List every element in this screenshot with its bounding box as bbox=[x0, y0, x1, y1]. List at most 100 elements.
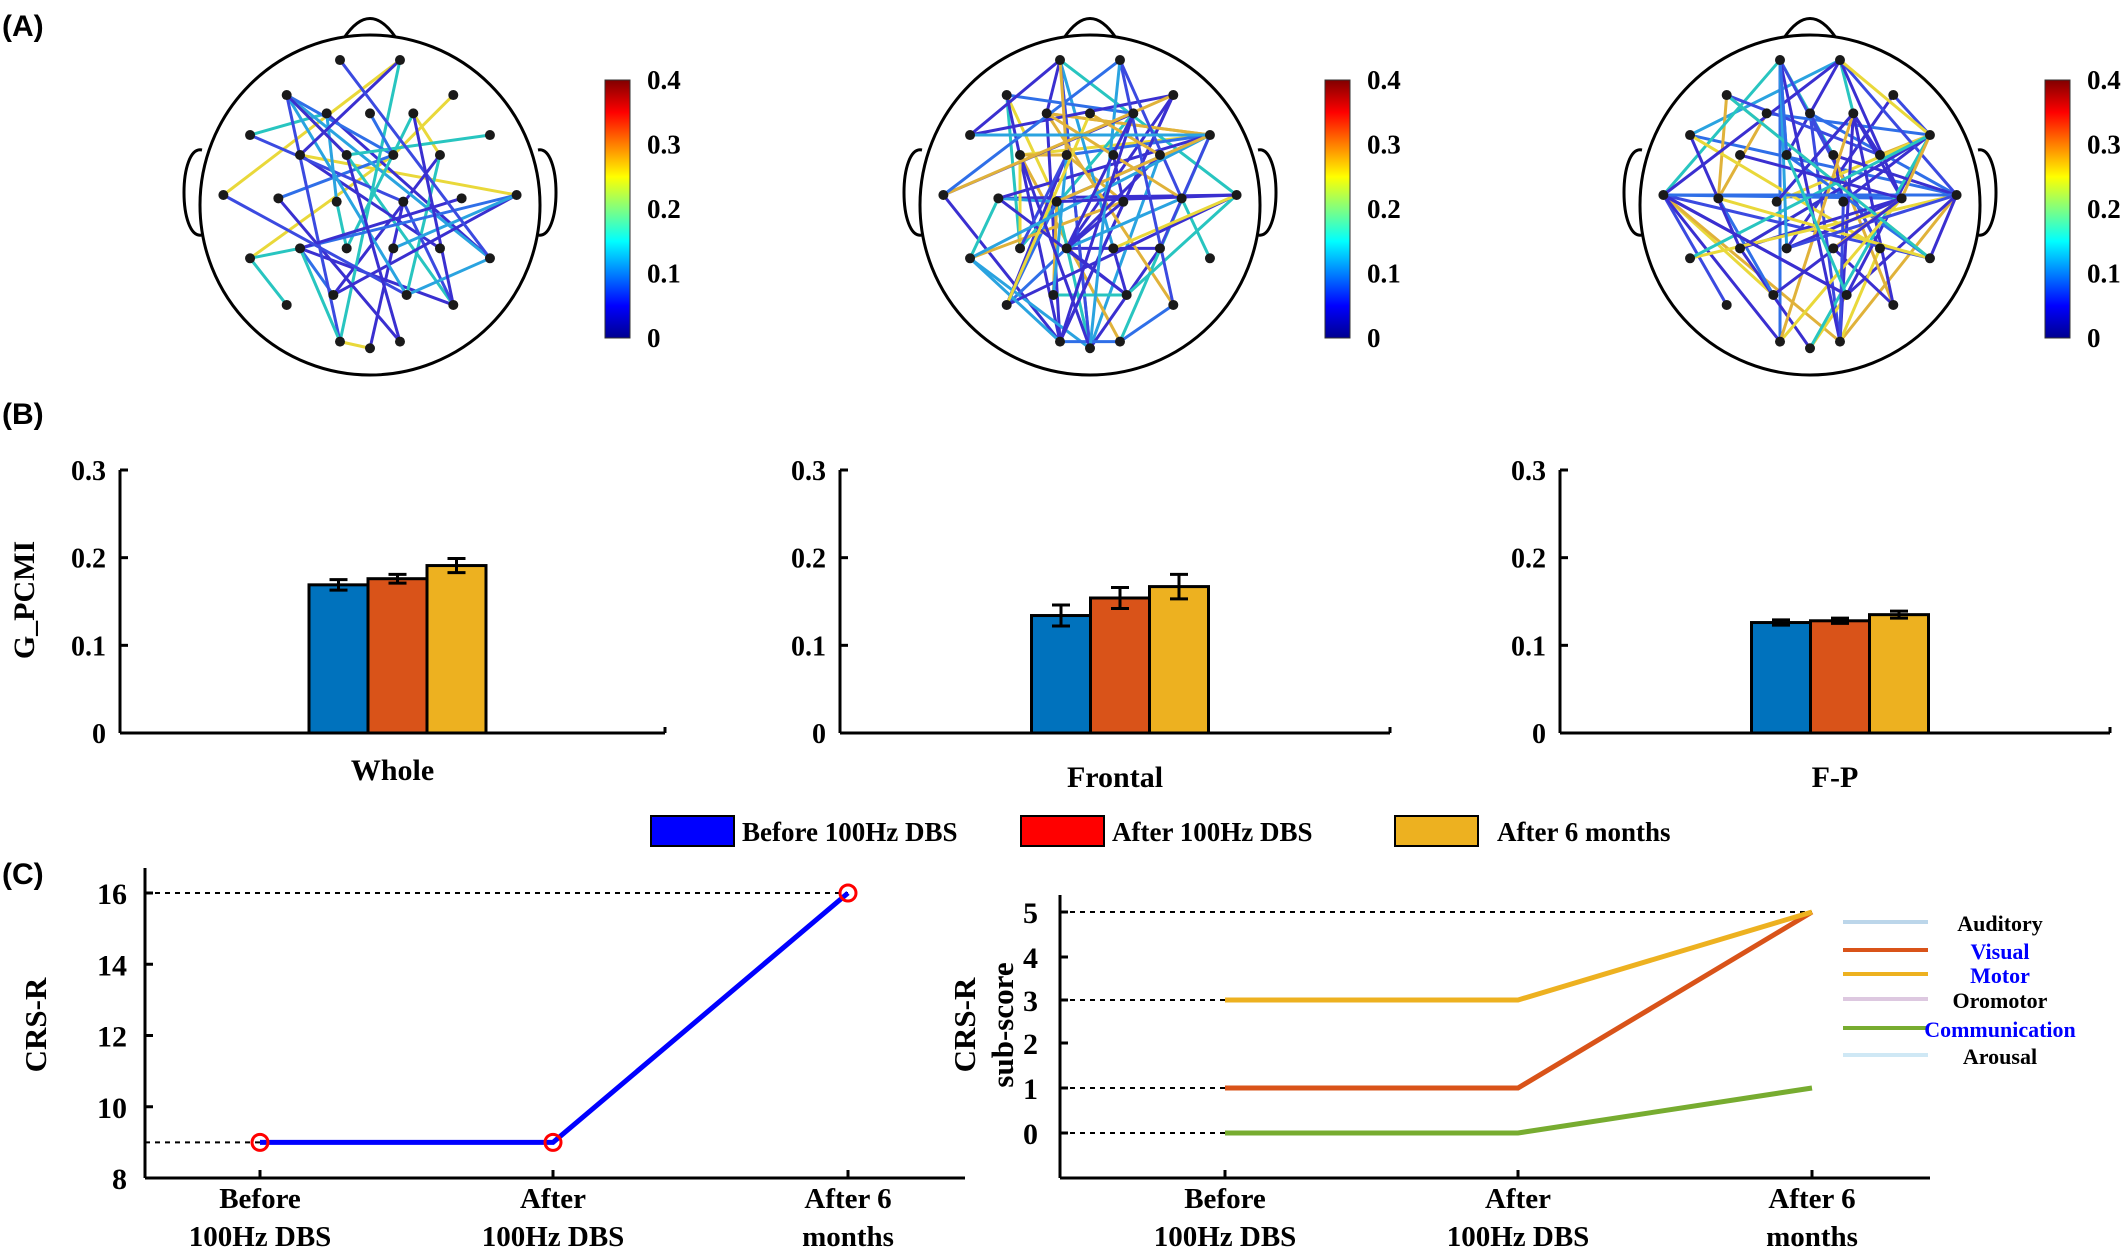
connectivity-edge bbox=[1852, 112, 1882, 156]
x-tick-label: After bbox=[1485, 1183, 1551, 1215]
electrode-dot bbox=[434, 150, 445, 161]
electrode-dot bbox=[1896, 193, 1907, 204]
electrode-dot bbox=[1001, 299, 1012, 310]
colorbar-tick-label: 0 bbox=[1367, 323, 1381, 353]
connectivity-edge bbox=[1662, 194, 1782, 343]
electrode-dot bbox=[1658, 190, 1669, 201]
connectivity-edge bbox=[1689, 133, 1931, 260]
electrode-dot bbox=[335, 55, 346, 66]
electrode-dot bbox=[1041, 108, 1052, 119]
bar-1 bbox=[1809, 619, 1871, 735]
connectivity-edge bbox=[1005, 94, 1022, 249]
y-tick-label: 0.3 bbox=[1511, 456, 1546, 487]
colorbar-tick-label: 0.1 bbox=[647, 259, 681, 289]
connectivity-edge bbox=[1006, 193, 1238, 307]
connectivity-edge bbox=[249, 246, 301, 260]
left-ear-shape bbox=[902, 148, 923, 237]
bar-charts: 00.10.20.3Whole00.10.20.3Frontal00.10.20… bbox=[8, 456, 2112, 794]
connectivity-edge bbox=[1180, 197, 1212, 259]
connectivity-edge bbox=[248, 257, 288, 306]
x-tick-label: After bbox=[520, 1183, 586, 1215]
connectivity-edge bbox=[1118, 59, 1175, 306]
electrode-dot bbox=[273, 193, 284, 204]
connectivity-edge bbox=[1832, 153, 1958, 197]
electrode-dot bbox=[1061, 150, 1072, 161]
y-tick-label: 0.2 bbox=[1511, 544, 1546, 575]
electrode-dot bbox=[1828, 243, 1839, 254]
y-tick-label: 0.1 bbox=[71, 631, 106, 662]
connectivity-edge bbox=[339, 340, 371, 350]
connectivity-edge bbox=[998, 196, 1057, 204]
connectivity-edge bbox=[1111, 247, 1129, 296]
colorbar-tick-label: 0 bbox=[2087, 323, 2101, 353]
electrode-dot bbox=[1685, 130, 1696, 141]
head-outline bbox=[918, 33, 1262, 377]
connectivity-edge bbox=[299, 196, 463, 250]
electrode-dot bbox=[365, 108, 375, 119]
connectivity-edge bbox=[1018, 154, 1069, 249]
left-ear-shape bbox=[1622, 148, 1643, 237]
panel-label-a: (A) bbox=[2, 10, 44, 43]
connectivity-edge bbox=[1786, 196, 1903, 250]
electrode-dot bbox=[1204, 253, 1215, 264]
electrode-dot bbox=[245, 253, 256, 264]
colorbar-tick-label: 0.3 bbox=[647, 130, 681, 160]
x-tick-label: 100Hz DBS bbox=[1154, 1221, 1297, 1253]
colorbar-tick-label: 0.2 bbox=[2087, 194, 2121, 224]
bar-0 bbox=[1750, 621, 1812, 735]
y-tick-label: 0.3 bbox=[791, 456, 826, 487]
legend-label-visual: Visual bbox=[1970, 939, 2029, 964]
electrode-dot bbox=[1055, 336, 1066, 347]
connectivity-edge bbox=[1005, 112, 1092, 306]
connectivity-edge bbox=[1065, 94, 1175, 250]
right-ear-shape bbox=[1977, 148, 1998, 237]
colorbar-gradient bbox=[1324, 79, 1351, 339]
electrode-dot bbox=[1168, 299, 1179, 310]
connectivity-edge bbox=[1058, 59, 1069, 156]
connectivity-edge bbox=[1739, 153, 1903, 200]
electrode-dot bbox=[388, 150, 399, 161]
connectivity-edge bbox=[285, 94, 408, 296]
left-ear-shape bbox=[182, 148, 203, 237]
bar-chart-whole: 0 0.1 0.2 0.3 Whole bbox=[71, 456, 667, 787]
electrode-dot bbox=[321, 108, 332, 119]
colorbar-tick-label: 0.4 bbox=[1367, 65, 1401, 95]
y-tick-label: 10 bbox=[97, 1092, 127, 1125]
bar-2 bbox=[425, 564, 488, 735]
connectivity-edge bbox=[1725, 93, 1931, 260]
electrode-dot bbox=[218, 190, 229, 201]
connectivity-edge bbox=[346, 133, 491, 157]
electrode-dot bbox=[1735, 243, 1746, 254]
crs-r-marker bbox=[543, 1132, 563, 1152]
connectivity-edge bbox=[392, 193, 518, 250]
electrode-dot bbox=[1015, 243, 1026, 254]
connectivity-edge bbox=[969, 133, 1211, 260]
electrode-dot bbox=[1841, 289, 1852, 300]
colorbar-gradient bbox=[604, 79, 631, 339]
electrode-dot bbox=[1874, 243, 1885, 254]
connectivity-edge bbox=[285, 93, 395, 157]
connectivity-edge bbox=[968, 197, 1000, 259]
y-tick-label: 0.1 bbox=[1511, 631, 1546, 662]
electrode-dot bbox=[484, 253, 495, 264]
connectivity-edge bbox=[222, 58, 401, 197]
electrode-dot bbox=[1154, 243, 1165, 254]
connectivity-edge bbox=[338, 59, 402, 342]
y-tick-label: 12 bbox=[97, 1021, 127, 1054]
electrode-dot bbox=[335, 336, 346, 347]
head-map-after bbox=[902, 17, 1278, 377]
bar-1 bbox=[1089, 596, 1151, 735]
electrode-dot bbox=[1128, 108, 1139, 119]
connectivity-edge bbox=[1838, 59, 1958, 196]
connectivity-edge bbox=[1716, 94, 1729, 199]
head-map-6-months bbox=[1622, 17, 1998, 377]
connectivity-edge bbox=[222, 193, 408, 297]
connectivity-edge bbox=[1056, 193, 1237, 204]
connectivity-edge bbox=[1662, 58, 1841, 197]
electrode-dot bbox=[1061, 243, 1072, 254]
electrode-dot bbox=[365, 343, 375, 354]
x-tick-label: 100Hz DBS bbox=[482, 1221, 625, 1253]
legend-label-communication: Communication bbox=[1924, 1017, 2076, 1042]
connectivity-edge bbox=[1118, 59, 1184, 199]
